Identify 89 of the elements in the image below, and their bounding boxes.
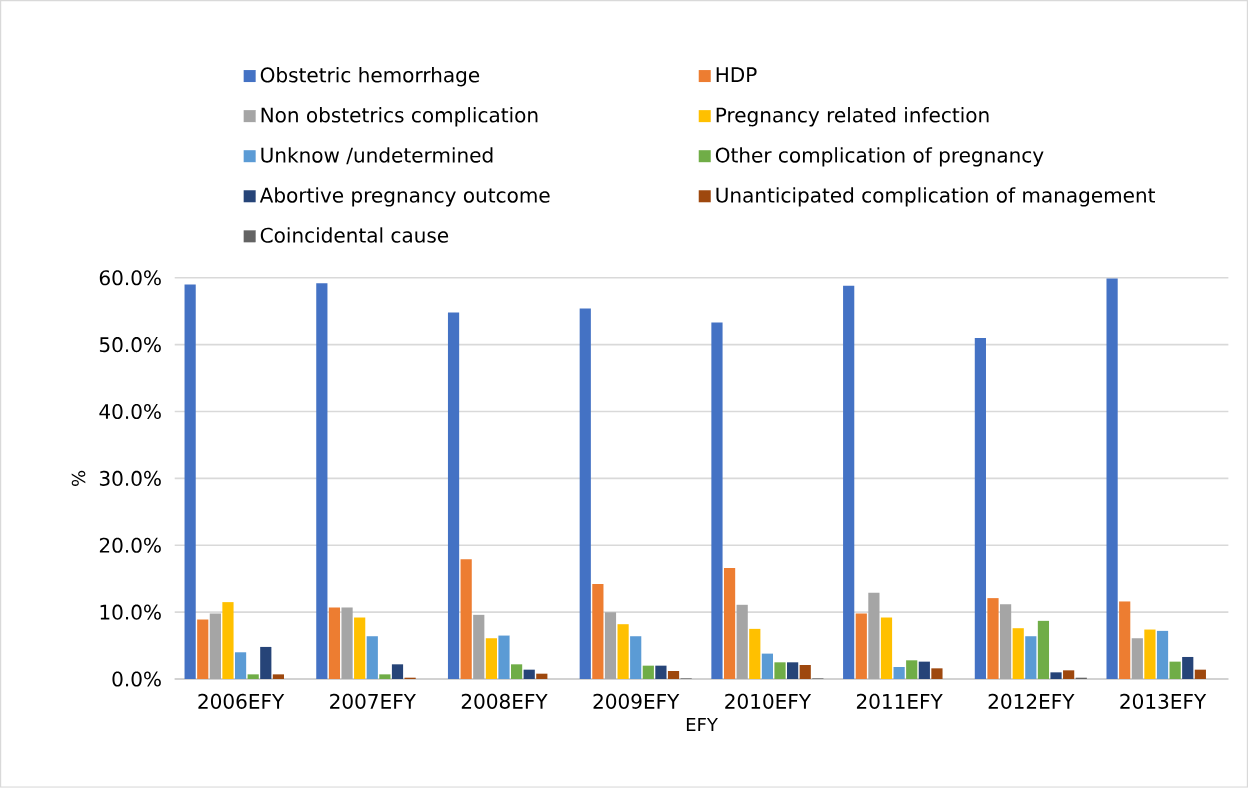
bar <box>316 283 328 680</box>
bar <box>787 662 799 680</box>
bar <box>209 613 221 680</box>
bar <box>893 667 905 680</box>
bar <box>366 636 378 680</box>
bar <box>354 617 366 680</box>
bar <box>617 624 629 680</box>
bar <box>460 559 472 680</box>
bar <box>723 568 736 680</box>
bar <box>749 629 761 680</box>
bar <box>761 653 774 680</box>
x-axis-title: EFY <box>686 718 718 732</box>
bar <box>341 607 353 680</box>
y-tick-label: 40.0% <box>99 404 161 420</box>
x-tick-label: 2009EFY <box>593 693 680 710</box>
bar <box>711 322 723 680</box>
bar <box>931 668 943 680</box>
bar <box>1063 670 1075 680</box>
legend-label: Other complication of pregnancy <box>715 147 1044 167</box>
bar <box>655 665 667 680</box>
bar <box>498 635 510 680</box>
legend-label: Non obstetrics complication <box>261 107 538 127</box>
bar <box>667 671 680 680</box>
bar <box>222 602 234 680</box>
legend-label: Pregnancy related infection <box>716 107 989 127</box>
y-tick-label: 0.0% <box>112 671 161 687</box>
bar <box>799 665 811 680</box>
bar <box>1194 669 1206 680</box>
x-tick-label: 2012EFY <box>988 693 1075 710</box>
bar <box>1119 601 1131 680</box>
bar <box>447 312 460 680</box>
bar <box>391 664 404 680</box>
bar <box>736 604 748 680</box>
legend-label: Abortive pregnancy outcome <box>259 187 550 207</box>
bar <box>523 669 535 680</box>
x-tick-label: 2008EFY <box>461 693 548 710</box>
bar <box>272 674 284 680</box>
bar <box>1144 629 1156 680</box>
bar <box>197 619 209 680</box>
bar <box>1025 636 1037 680</box>
y-tick-label: 50.0% <box>99 337 161 353</box>
y-tick-label: 10.0% <box>100 604 161 620</box>
bar <box>918 661 930 680</box>
x-tick-label: 2006EFY <box>198 693 285 710</box>
bar <box>234 652 247 680</box>
bar <box>906 660 918 680</box>
bar <box>328 607 341 680</box>
bar <box>868 592 880 680</box>
bar <box>1131 638 1143 680</box>
bar <box>974 338 986 680</box>
legend-label: Unanticipated complication of management <box>716 187 1156 207</box>
bar <box>579 308 591 680</box>
bar <box>630 636 642 680</box>
legend-label: HDP <box>716 67 757 83</box>
bar <box>1050 672 1062 680</box>
y-tick-label: 60.0% <box>99 270 161 286</box>
bar <box>1037 621 1050 680</box>
bar <box>592 584 604 680</box>
bar <box>260 647 272 680</box>
bar <box>473 614 485 680</box>
bar <box>1012 628 1024 680</box>
bar <box>642 665 654 680</box>
bar <box>843 285 855 680</box>
bar <box>536 673 548 680</box>
bar <box>855 613 867 680</box>
bar <box>485 638 497 680</box>
bar <box>987 598 999 680</box>
y-tick-label: 30.0% <box>99 470 161 487</box>
x-tick-label: 2010EFY <box>725 693 812 710</box>
bar <box>880 617 893 680</box>
bar <box>1106 278 1118 680</box>
bar <box>774 662 786 680</box>
bar <box>184 284 196 680</box>
bar <box>604 612 617 680</box>
bar <box>1182 657 1194 680</box>
bar <box>1000 604 1012 680</box>
legend-label: Obstetric hemorrhage <box>260 67 480 87</box>
y-axis-title: % <box>71 470 86 487</box>
legend-label: Coincidental cause <box>260 227 449 243</box>
x-tick-label: 2007EFY <box>330 693 416 710</box>
legend-label: Unknow /undetermined <box>261 147 493 165</box>
bar <box>247 674 259 680</box>
x-tick-label: 2011EFY <box>856 693 943 710</box>
y-tick-label: 20.0% <box>99 537 161 553</box>
x-tick-label: 2013EFY <box>1120 693 1207 710</box>
bar <box>1169 661 1181 680</box>
bar <box>1156 631 1169 680</box>
bar <box>510 664 523 680</box>
bar <box>379 674 391 680</box>
